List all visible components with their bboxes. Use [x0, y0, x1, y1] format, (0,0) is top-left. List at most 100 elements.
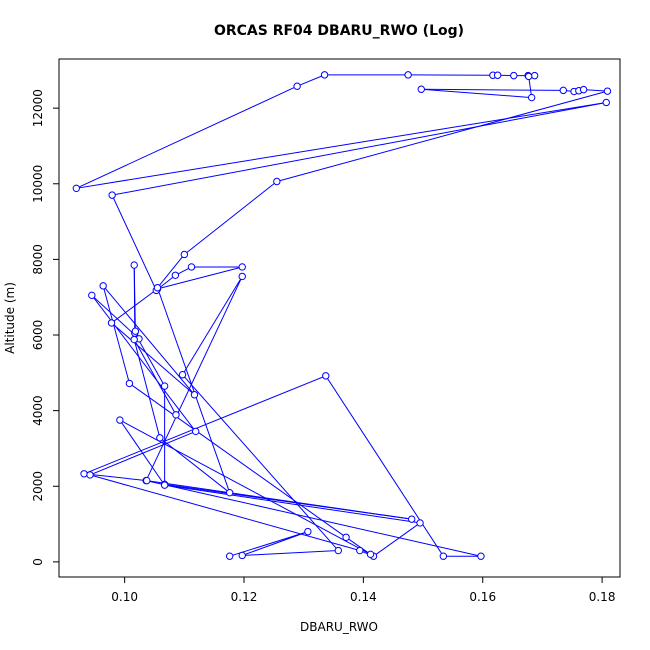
series-segment — [182, 374, 339, 551]
series-segment — [325, 375, 444, 557]
x-tick-label: 0.14 — [350, 590, 377, 604]
data-point — [238, 263, 246, 271]
series-segment — [276, 90, 608, 182]
data-point — [99, 282, 107, 290]
series-segment — [421, 88, 564, 91]
series-segment — [133, 265, 136, 332]
data-point — [107, 319, 116, 327]
data-point — [225, 552, 234, 560]
series-segment — [242, 531, 309, 556]
data-point — [416, 519, 424, 527]
data-point — [190, 391, 199, 399]
y-axis-label: Altitude (m) — [3, 282, 17, 354]
data-point — [527, 93, 536, 102]
data-point — [293, 82, 301, 90]
series-segment — [345, 536, 371, 555]
x-axis: 0.10 0.12 0.14 0.16 0.18 — [111, 576, 616, 604]
x-tick-label: 0.12 — [231, 590, 258, 604]
chart-title: ORCAS RF04 DBARU_RWO (Log) — [214, 23, 464, 39]
series-segment — [111, 194, 157, 291]
x-tick-label: 0.10 — [111, 590, 138, 604]
data-point — [524, 72, 533, 81]
data-point — [131, 327, 140, 335]
data-point — [439, 552, 448, 560]
y-tick-label: 8000 — [31, 244, 45, 275]
data-point — [510, 71, 518, 80]
data-point — [130, 261, 138, 269]
series-segment — [157, 287, 231, 493]
data-point — [116, 416, 124, 424]
data-point — [320, 71, 329, 79]
data-point — [477, 552, 485, 560]
y-tick-label: 10000 — [31, 165, 45, 203]
data-point — [238, 272, 246, 281]
series-segment — [373, 522, 421, 557]
series-segment — [145, 276, 243, 481]
data-point — [180, 250, 189, 259]
data-point — [178, 371, 187, 379]
y-tick-label: 12000 — [31, 89, 45, 127]
data-point — [342, 533, 350, 541]
series-segment — [133, 339, 161, 438]
data-point — [80, 470, 88, 478]
data-point — [108, 191, 116, 199]
plot-frame — [58, 58, 621, 578]
series-layer — [72, 71, 612, 560]
data-point — [356, 546, 364, 555]
data-point — [579, 85, 588, 94]
x-tick-label: 0.16 — [469, 590, 496, 604]
series-segment — [159, 437, 230, 494]
data-point — [602, 98, 610, 107]
data-point — [187, 263, 196, 271]
series-segment — [111, 288, 158, 324]
data-point — [603, 87, 612, 95]
data-point — [225, 488, 234, 497]
y-tick-label: 2000 — [31, 471, 45, 502]
x-tick-label: 0.18 — [589, 590, 616, 604]
data-point — [72, 184, 81, 193]
data-point — [366, 550, 375, 559]
series-segment — [119, 419, 371, 555]
series-segment — [102, 285, 195, 396]
series-segment — [164, 483, 412, 520]
data-point — [160, 481, 169, 489]
data-point — [273, 177, 281, 186]
y-tick-label: 0 — [31, 558, 45, 566]
data-point — [404, 71, 412, 79]
series-segment — [421, 88, 532, 99]
data-point — [172, 411, 180, 419]
data-point — [530, 71, 539, 80]
series-segment — [91, 295, 197, 432]
series-segment — [242, 550, 339, 556]
series-segment — [84, 473, 147, 482]
y-tick-label: 6000 — [31, 320, 45, 351]
series-segment — [89, 474, 360, 552]
series-segment — [83, 375, 326, 475]
data-point — [156, 434, 164, 442]
data-point — [417, 85, 425, 93]
data-point — [238, 551, 246, 560]
series-segment — [184, 181, 278, 255]
data-point — [86, 471, 94, 479]
series-segment — [164, 484, 421, 524]
data-point — [334, 546, 343, 555]
data-point — [125, 379, 134, 388]
series-segment — [146, 480, 482, 557]
series-segment — [182, 276, 243, 375]
series-segment — [583, 89, 608, 92]
series-segment — [102, 285, 130, 384]
x-axis-label: DBARU_RWO — [300, 620, 378, 634]
series-segment — [76, 85, 298, 189]
data-point — [191, 427, 200, 436]
series-segment — [157, 254, 185, 289]
series-segment — [119, 419, 166, 486]
data-point — [171, 271, 180, 279]
data-point — [304, 527, 312, 536]
data-point — [559, 86, 568, 95]
series-segment — [91, 294, 140, 340]
data-point — [408, 515, 416, 523]
series-segment — [157, 266, 243, 290]
series-segment — [133, 339, 177, 416]
